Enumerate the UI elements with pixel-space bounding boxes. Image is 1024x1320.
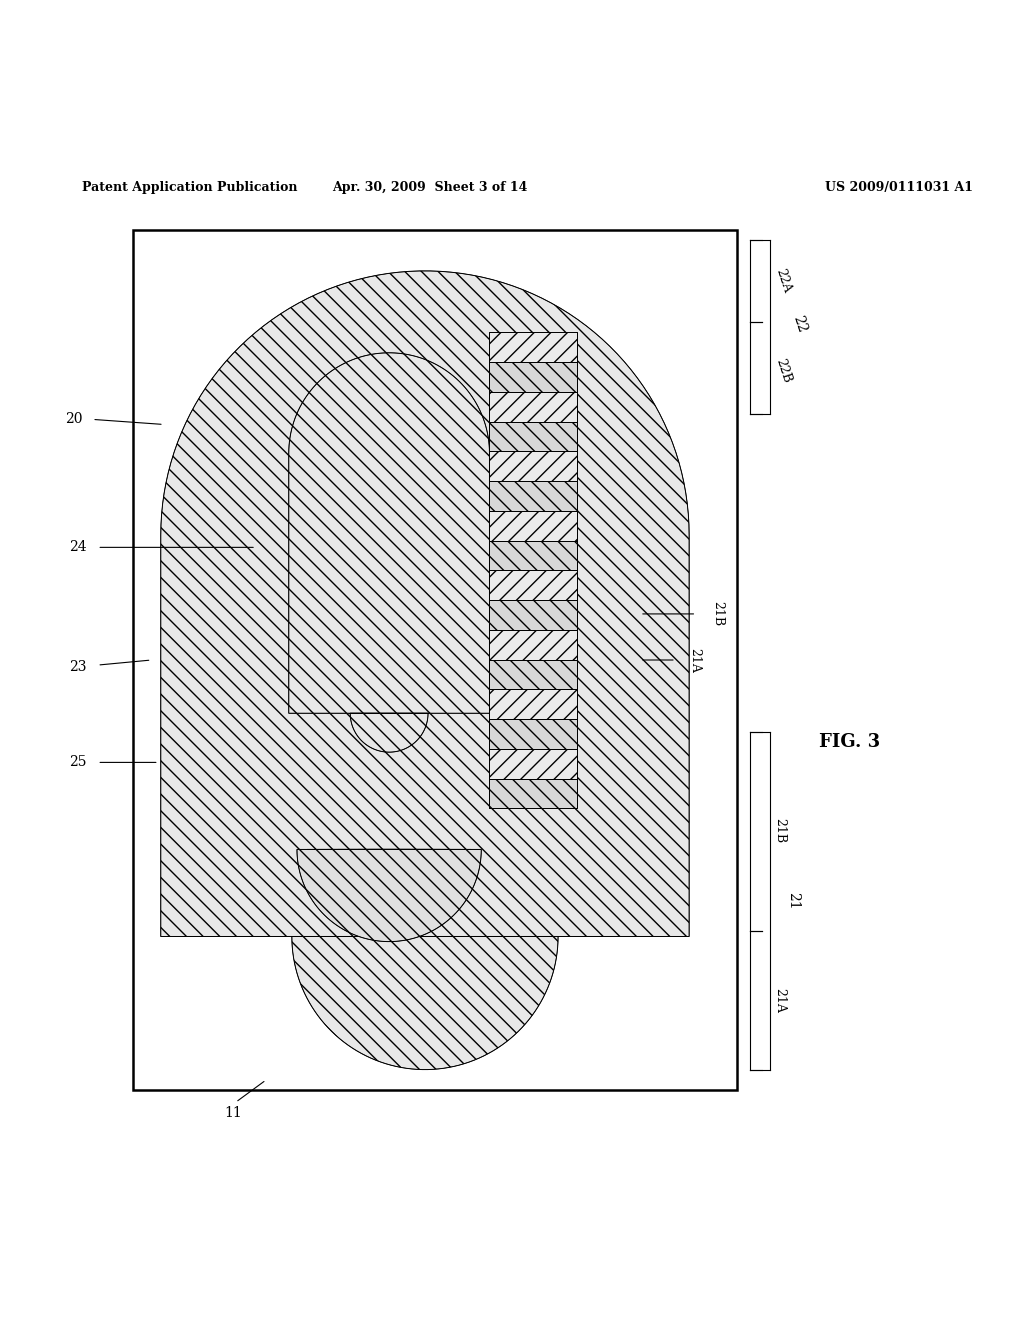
Polygon shape <box>174 284 676 1056</box>
Polygon shape <box>350 414 428 690</box>
Polygon shape <box>281 391 569 950</box>
Polygon shape <box>489 511 577 541</box>
Polygon shape <box>489 601 577 630</box>
Polygon shape <box>340 404 438 701</box>
Polygon shape <box>489 689 577 719</box>
Text: FIG. 3: FIG. 3 <box>819 733 881 751</box>
Polygon shape <box>489 719 577 748</box>
Text: 21A: 21A <box>773 987 786 1012</box>
Polygon shape <box>489 392 577 421</box>
Text: 21B: 21B <box>773 818 786 843</box>
Polygon shape <box>489 779 577 808</box>
Text: 22: 22 <box>791 314 809 334</box>
Polygon shape <box>227 338 623 1003</box>
Polygon shape <box>309 374 469 731</box>
Polygon shape <box>294 404 556 936</box>
Polygon shape <box>214 325 636 1016</box>
Text: 22B: 22B <box>773 358 794 385</box>
Text: 21B: 21B <box>712 602 725 627</box>
Polygon shape <box>317 850 461 921</box>
Text: 20: 20 <box>65 412 83 426</box>
Polygon shape <box>489 570 577 601</box>
Polygon shape <box>328 850 451 911</box>
Polygon shape <box>348 850 430 891</box>
Text: 24: 24 <box>69 540 87 554</box>
Polygon shape <box>489 451 577 480</box>
Polygon shape <box>161 271 689 1069</box>
Text: 22A: 22A <box>773 268 794 294</box>
Polygon shape <box>299 363 479 742</box>
Polygon shape <box>489 362 577 392</box>
Polygon shape <box>267 378 583 964</box>
Text: 21A: 21A <box>688 648 701 672</box>
Polygon shape <box>201 312 649 1030</box>
Polygon shape <box>358 850 420 880</box>
Polygon shape <box>489 480 577 511</box>
Text: 11: 11 <box>224 1106 243 1119</box>
Polygon shape <box>319 384 459 722</box>
Text: US 2009/0111031 A1: US 2009/0111031 A1 <box>824 181 973 194</box>
Polygon shape <box>297 850 481 941</box>
Text: Patent Application Publication: Patent Application Publication <box>82 181 297 194</box>
Text: 23: 23 <box>69 660 87 675</box>
Polygon shape <box>489 630 577 660</box>
Polygon shape <box>489 660 577 689</box>
Polygon shape <box>307 850 471 932</box>
Text: 25: 25 <box>69 755 87 770</box>
Polygon shape <box>289 352 489 752</box>
Polygon shape <box>330 393 449 711</box>
Text: Apr. 30, 2009  Sheet 3 of 14: Apr. 30, 2009 Sheet 3 of 14 <box>333 181 527 194</box>
Polygon shape <box>369 850 410 870</box>
Polygon shape <box>187 297 663 1043</box>
Polygon shape <box>338 850 440 900</box>
Polygon shape <box>307 417 543 923</box>
Polygon shape <box>489 748 577 779</box>
Polygon shape <box>254 364 596 977</box>
Polygon shape <box>360 425 418 681</box>
Polygon shape <box>241 351 609 990</box>
Polygon shape <box>489 541 577 570</box>
Polygon shape <box>489 333 577 362</box>
Text: 21: 21 <box>786 892 801 909</box>
Polygon shape <box>489 421 577 451</box>
